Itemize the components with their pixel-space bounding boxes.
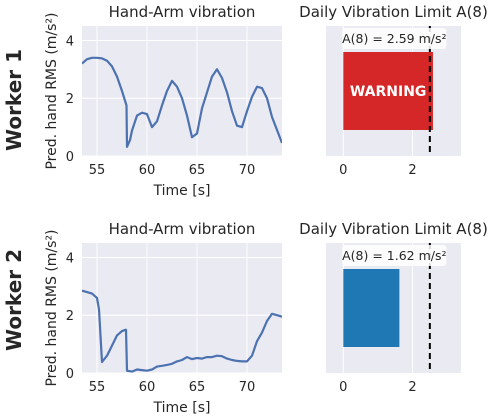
y-tick-label: 0	[66, 367, 74, 382]
x-tick-label: 70	[239, 380, 256, 395]
x-tick-label: 0	[339, 163, 347, 178]
plot-title: Daily Vibration Limit A(8)	[299, 3, 488, 21]
daily-limit-plot-worker-1: Daily Vibration Limit A(8) 0 2 WARNING A(8) …	[299, 3, 488, 178]
series-line-worker-2	[82, 289, 282, 373]
x-tick-label: 70	[239, 163, 256, 178]
x-tick-label: 65	[189, 380, 206, 395]
a8-value-bar	[343, 52, 433, 130]
y-axis-label: Pred. hand RMS (m/s²)	[44, 229, 60, 386]
plot-title: Hand-Arm vibration	[109, 3, 256, 21]
x-tick-label: 55	[89, 380, 106, 395]
hand-arm-vibration-plot-worker-1: Hand-Arm vibration 55 60 65 70 0 2 4 Time [s] Pre…	[44, 3, 282, 199]
hand-arm-vibration-plot-worker-2: Hand-Arm vibration 55 60 65 70 0 2 4 Time [s] Pre…	[44, 220, 282, 416]
series-line-worker-1	[82, 56, 282, 148]
plot-area	[82, 26, 282, 156]
row-label-worker-1: Worker 1	[2, 49, 26, 151]
x-axis-label: Time [s]	[153, 400, 211, 416]
x-tick-label: 65	[189, 163, 206, 178]
warning-label: WARNING	[350, 84, 427, 100]
x-tick-label: 60	[139, 163, 156, 178]
plot-area	[82, 243, 282, 373]
y-tick-label: 0	[66, 150, 74, 165]
y-axis-label: Pred. hand RMS (m/s²)	[44, 12, 60, 169]
annotation-box	[342, 245, 447, 266]
a8-annotation: A(8) = 1.62 m/s²	[342, 248, 446, 263]
y-tick-label: 2	[66, 309, 74, 324]
row-label-worker-2: Worker 2	[2, 249, 26, 351]
x-axis-label: Time [s]	[153, 183, 211, 199]
a8-annotation: A(8) = 2.59 m/s²	[342, 31, 446, 46]
x-tick-label: 60	[139, 380, 156, 395]
x-tick-label: 2	[408, 380, 416, 395]
x-tick-label: 0	[339, 380, 347, 395]
plot-title: Daily Vibration Limit A(8)	[299, 220, 488, 238]
daily-limit-plot-worker-2: Daily Vibration Limit A(8) 0 2 A(8) = 1.62 …	[299, 220, 488, 395]
x-tick-label: 2	[408, 163, 416, 178]
y-tick-label: 2	[66, 92, 74, 107]
a8-value-bar	[343, 269, 400, 347]
plot-title: Hand-Arm vibration	[109, 220, 256, 238]
y-tick-label: 4	[66, 34, 74, 49]
y-tick-label: 4	[66, 251, 74, 266]
x-tick-label: 55	[89, 163, 106, 178]
annotation-box	[342, 28, 447, 49]
